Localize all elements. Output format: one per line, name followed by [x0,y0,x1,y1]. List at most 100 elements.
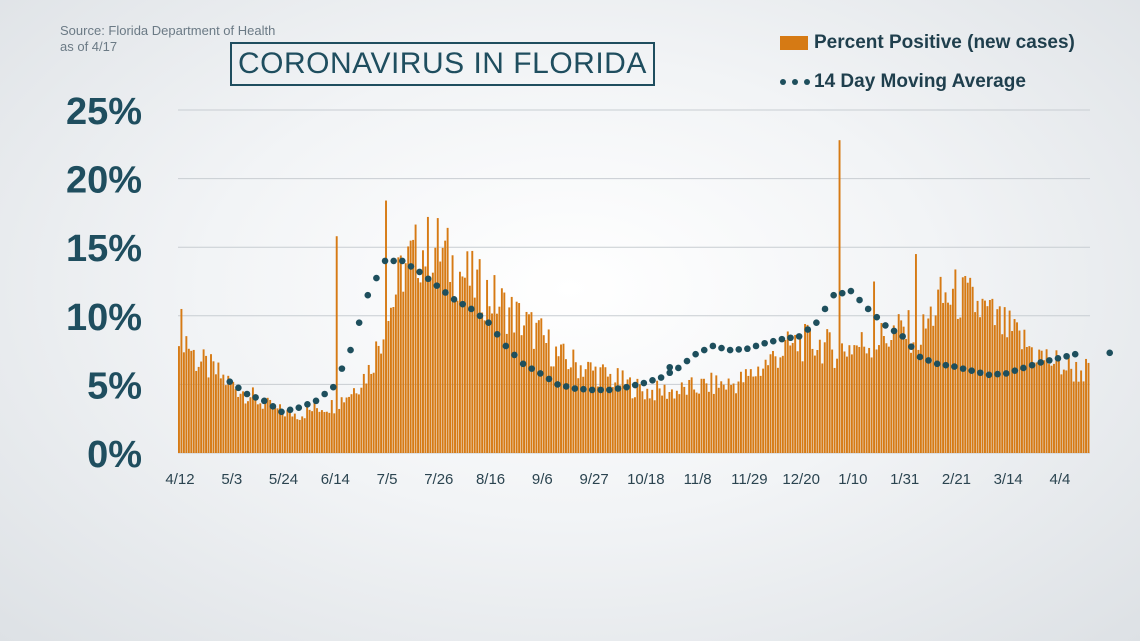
bar [537,320,540,453]
bar [180,308,183,453]
bar [811,348,814,453]
y-tick-label: 20% [66,160,142,202]
bar [1060,374,1063,453]
bar [912,342,915,453]
bar [910,352,912,453]
bar [483,320,486,453]
moving-average-point [795,333,803,340]
moving-average-point [873,313,881,321]
bar [937,289,940,453]
bar [254,394,257,453]
bar [707,391,710,453]
bar [362,373,365,453]
bar [296,419,299,453]
bar [567,369,570,453]
bar [993,325,996,453]
bar [774,356,777,453]
bar [779,357,782,453]
bar [757,366,760,453]
moving-average-point [821,305,829,313]
bar [924,328,927,453]
bar [821,363,824,453]
bar [922,314,925,453]
bar [606,376,609,453]
bar [422,250,424,453]
bar [1040,350,1043,453]
bar [353,388,355,453]
bar [661,395,664,453]
moving-average-point [433,282,441,289]
bar [670,389,673,453]
x-tick-label: 9/6 [532,471,553,488]
bar [340,397,343,453]
moving-average-point [804,326,812,333]
bar [439,261,442,453]
bar [996,309,999,453]
source-line: Source: Florida Department of Health [60,23,276,38]
moving-average-point [502,342,510,350]
bar [224,385,227,453]
bar [863,346,866,453]
bar [838,140,841,453]
moving-average-point [657,374,665,381]
bar [451,255,454,453]
bar [259,403,262,453]
bar [192,349,195,453]
bar [232,381,235,453]
bar [313,402,316,453]
bar [641,391,644,453]
bar [631,398,634,453]
moving-average-point [407,263,415,270]
moving-average-point [649,376,656,384]
bar [525,311,528,453]
bar [855,345,858,453]
bar [695,392,698,453]
bar [190,350,193,453]
moving-average-point [321,390,328,398]
bar [473,297,476,453]
moving-average-point [813,319,820,326]
bar [1030,347,1033,453]
moving-average-point [666,369,674,377]
bar [850,354,853,453]
bar [836,358,839,453]
bar [365,383,368,453]
bar [784,339,787,453]
bar [1075,361,1078,453]
bar [249,397,252,453]
bar [560,344,562,453]
bar [426,216,429,453]
bar [626,379,629,453]
bar [513,332,516,453]
bar [875,349,878,453]
bar [286,409,289,453]
bar [409,240,412,453]
bar [693,389,696,453]
moving-average-point [1037,359,1044,366]
bar [966,282,969,453]
bar [518,303,521,453]
bar [338,408,341,453]
bar [673,398,676,453]
bar [1080,370,1083,453]
bar [954,269,957,453]
bar [520,335,523,453]
y-tick-label: 10% [66,297,142,339]
x-tick-label: 7/26 [424,471,453,488]
moving-average-point [890,327,898,335]
bar [298,419,301,453]
bar [276,408,279,453]
bar [212,361,215,453]
bar [1087,362,1090,453]
chart-title: CORONAVIRUS IN FLORIDA [230,42,655,86]
bar [577,378,580,453]
moving-average-point [424,275,432,283]
moving-average-point [260,397,268,405]
bar [444,240,447,453]
bar [873,281,876,453]
bar [964,275,967,453]
bar [392,307,395,453]
bar [1070,368,1073,453]
moving-average-point [631,381,639,389]
bar [498,306,501,453]
